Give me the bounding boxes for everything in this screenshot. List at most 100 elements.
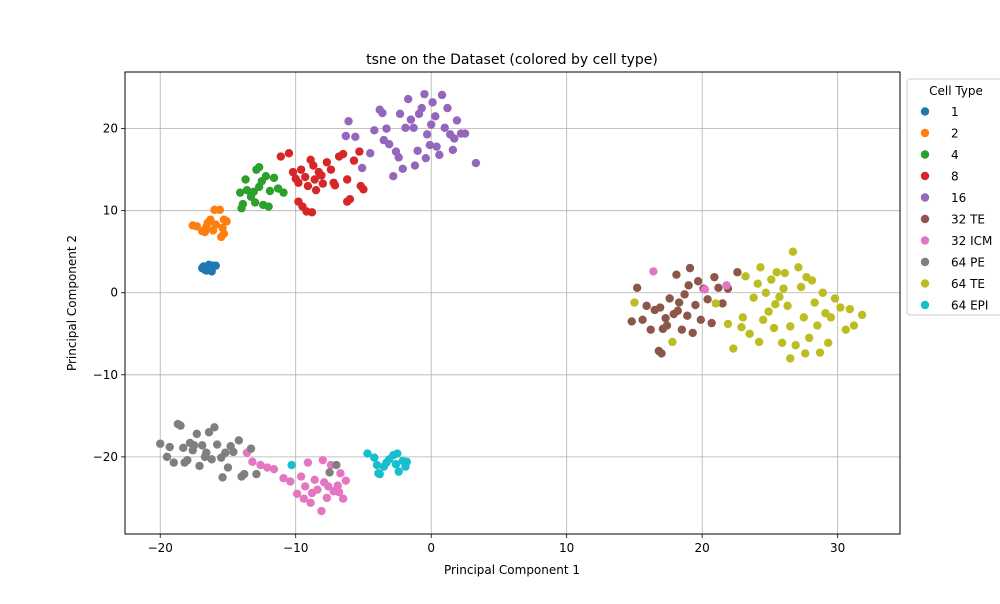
scatter-point [425,140,435,150]
scatter-point [753,279,762,288]
scatter-point [794,263,803,272]
scatter-point [296,165,306,174]
scatter-point [264,202,273,211]
scatter-point [265,186,275,196]
scatter-point [791,341,800,350]
scatter-point [440,123,449,133]
scatter-point [221,448,230,457]
scatter-point [317,506,326,516]
scatter-point [254,182,264,192]
scatter-point [207,455,216,464]
scatter-point [192,222,202,231]
scatter-point [254,162,264,172]
scatter-point [343,175,352,184]
scatter-point [830,294,840,303]
legend-label: 32 ICM [951,234,992,248]
scatter-point [301,482,310,491]
scatter-point [318,179,328,188]
scatter-point [638,315,647,325]
legend-label: 64 EPI [951,299,988,313]
scatter-point [169,458,178,467]
scatter-point [401,123,410,133]
scatter-point [391,460,401,469]
scatter-point [176,421,185,430]
scatter-point [366,149,375,158]
scatter-point [198,441,207,450]
scatter-point [722,281,731,290]
scatter-point [409,123,418,133]
scatter-point [779,284,788,293]
scatter-point [673,306,682,315]
scatter-point [815,348,825,357]
scatter-point [357,163,367,173]
scatter-point [351,132,360,142]
legend-label: 64 TE [951,277,985,291]
scatter-point [452,116,462,125]
scatter-point [334,487,344,497]
y-tick-label: 10 [103,204,118,218]
scatter-point [707,318,716,328]
scatter-point [777,338,787,347]
legend-label: 4 [951,148,959,162]
scatter-point [783,301,792,311]
scatter-point [771,300,780,309]
scatter-point [680,290,689,299]
x-tick-label: −20 [148,541,173,555]
scatter-point [341,131,351,141]
scatter-point [204,428,214,437]
legend: Cell Type 1 2 4 8 16 32 TE 32 ICM 64 PE 64 TE 64 … [906,78,1000,316]
scatter-point [200,227,210,237]
scatter-point [823,338,833,347]
scatter-point [382,458,391,467]
scatter-point [786,354,795,363]
y-tick-label: −10 [93,368,118,382]
scatter-point [710,272,719,282]
scatter-point [269,173,279,183]
scatter-point [741,272,750,281]
scatter-point [813,321,822,330]
axes: −20 −10 0 10 20 30 −20 −10 0 10 20 [93,122,846,555]
scatter-point [311,185,321,195]
scatter-point [248,457,257,466]
scatter-point [370,126,379,135]
x-tick-label: 30 [830,541,845,555]
scatter-point [780,268,790,278]
scatter-point [374,469,383,478]
scatter-point [394,153,403,162]
scatter-point [395,109,405,119]
scatter-point [807,276,817,285]
legend-label: 1 [951,105,959,119]
scatter-point [370,453,379,462]
legend-marker [920,279,930,288]
scatter-point [223,463,233,472]
scatter-point [684,281,693,290]
scatter-point [210,423,219,432]
scatter-point [711,299,720,308]
scatter-point [222,217,231,226]
scatter-point [343,197,352,206]
scatter-point [688,328,697,338]
scatter-point [162,452,172,462]
scatter-point [216,232,226,242]
scatter-point [322,493,332,503]
scatter-point [307,208,317,217]
scatter-point [805,333,814,343]
scatter-point [432,142,441,151]
scatter-point [677,325,687,334]
legend-label: 64 PE [951,256,985,270]
scatter-point [288,167,298,177]
scatter-point [393,449,402,458]
scatter-point [630,298,639,307]
scatter-point [234,436,244,445]
scatter-point [307,488,317,498]
scatter-point [310,475,319,485]
scatter-point [632,283,642,293]
scatter-point [662,321,672,330]
y-tick-label: 20 [103,122,118,136]
plot-frame [124,71,901,535]
scatter-point [733,268,742,277]
scatter-point [661,313,670,323]
scatter-point [471,158,481,168]
scatter-point [849,321,859,330]
